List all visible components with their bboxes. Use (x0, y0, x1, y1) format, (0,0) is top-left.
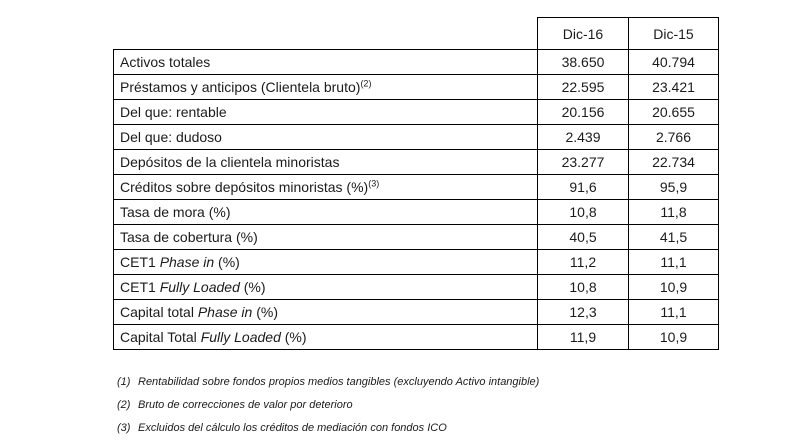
footnotes: (1) Rentabilidad sobre fondos propios me… (117, 376, 539, 442)
row-label: Créditos sobre depósitos minoristas (%)(… (113, 174, 538, 200)
row-label: Activos totales (113, 49, 538, 75)
table-row: Capital total Phase in (%) 12,3 11,1 (113, 299, 719, 325)
row-label: CET1 Phase in (%) (113, 249, 538, 275)
table-row: CET1 Phase in (%) 11,2 11,1 (113, 249, 719, 275)
value-dic16: 11,9 (537, 324, 629, 350)
table-row: CET1 Fully Loaded (%) 10,8 10,9 (113, 274, 719, 300)
label-pre: Del que: rentable (120, 104, 227, 120)
table-body: Activos totales 38.650 40.794 Préstamos y a… (113, 49, 719, 350)
value-dic15: 10,9 (628, 274, 719, 300)
footnote-text: Rentabilidad sobre fondos propios medios… (138, 376, 540, 388)
footnote-reference: (2) (360, 78, 372, 89)
footnote-text: Bruto de correcciones de valor por deter… (138, 399, 353, 411)
footnote-number: (2) (117, 399, 131, 411)
label-post: (%) (280, 329, 307, 345)
value-dic16: 38.650 (537, 49, 629, 75)
label-pre: CET1 (120, 279, 160, 295)
table-row: Créditos sobre depósitos minoristas (%)(… (113, 174, 719, 200)
value-dic15: 40.794 (628, 49, 719, 75)
header-row: Dic-16 Dic-15 (114, 17, 719, 50)
value-dic15: 11,1 (628, 249, 719, 275)
table-row: Préstamos y anticipos (Clientela bruto)(… (113, 74, 719, 100)
label-italic: Phase in (197, 304, 253, 320)
footnote-number: (3) (117, 422, 131, 434)
label-pre: Capital total (120, 304, 198, 320)
value-dic16: 10,8 (537, 199, 629, 225)
value-dic15: 22.734 (628, 149, 719, 175)
label-italic: Fully Loaded (159, 279, 240, 295)
value-dic15: 20.655 (628, 99, 719, 125)
label-italic: Fully Loaded (200, 329, 281, 345)
row-label: Tasa de cobertura (%) (113, 224, 538, 250)
label-pre: Tasa de mora (%) (120, 204, 231, 220)
value-dic16: 40,5 (537, 224, 629, 250)
value-dic16: 20.156 (537, 99, 629, 125)
column-header-dic15: Dic-15 (628, 17, 719, 50)
footnote-1: (1) Rentabilidad sobre fondos propios me… (117, 376, 539, 399)
table-row: Capital Total Fully Loaded (%) 11,9 10,9 (113, 324, 719, 350)
table-row: Depósitos de la clientela minoristas 23.2… (113, 149, 719, 175)
value-dic15: 23.421 (628, 74, 719, 100)
footnote-2: (2) Bruto de correcciones de valor por d… (117, 399, 539, 422)
header-spacer-cell (114, 18, 538, 50)
label-pre: Del que: dudoso (120, 129, 222, 145)
table-row: Del que: dudoso 2.439 2.766 (113, 124, 719, 150)
value-dic16: 23.277 (537, 149, 629, 175)
label-post: (%) (252, 304, 278, 320)
table-row: Del que: rentable 20.156 20.655 (113, 99, 719, 125)
row-label: Tasa de mora (%) (113, 199, 538, 225)
label-pre: Tasa de cobertura (%) (120, 229, 258, 245)
value-dic15: 2.766 (628, 124, 719, 150)
value-dic16: 2.439 (537, 124, 629, 150)
financial-summary-table: Dic-16 Dic-15 Activos totales 38.650 40.79… (113, 17, 719, 350)
label-pre: Depósitos de la clientela minoristas (120, 154, 340, 170)
column-header-dic16: Dic-16 (537, 17, 629, 50)
row-label: Del que: dudoso (113, 124, 538, 150)
value-dic15: 95,9 (628, 174, 719, 200)
value-dic15: 41,5 (628, 224, 719, 250)
footnote-3: (3) Excluidos del cálculo los créditos d… (117, 422, 539, 442)
label-post: (%) (239, 279, 266, 295)
value-dic16: 10,8 (537, 274, 629, 300)
table-row: Activos totales 38.650 40.794 (113, 49, 719, 75)
label-pre: CET1 (120, 254, 160, 270)
row-label: CET1 Fully Loaded (%) (113, 274, 538, 300)
row-label: Depósitos de la clientela minoristas (113, 149, 538, 175)
label-pre: Capital Total (120, 329, 201, 345)
footnote-number: (1) (117, 376, 131, 388)
label-pre: Créditos sobre depósitos minoristas (%) (120, 179, 369, 195)
label-pre: Préstamos y anticipos (Clientela bruto) (120, 79, 361, 95)
table-row: Tasa de cobertura (%) 40,5 41,5 (113, 224, 719, 250)
row-label: Capital Total Fully Loaded (%) (113, 324, 538, 350)
footnote-reference: (3) (368, 178, 380, 189)
value-dic15: 11,8 (628, 199, 719, 225)
value-dic15: 11,1 (628, 299, 719, 325)
value-dic16: 91,6 (537, 174, 629, 200)
label-italic: Phase in (159, 254, 215, 270)
row-label: Capital total Phase in (%) (113, 299, 538, 325)
row-label: Préstamos y anticipos (Clientela bruto)(… (113, 74, 538, 100)
label-pre: Activos totales (120, 54, 211, 70)
value-dic16: 22.595 (537, 74, 629, 100)
footnote-text: Excluidos del cálculo los créditos de me… (138, 422, 447, 434)
label-post: (%) (214, 254, 240, 270)
table-row: Tasa de mora (%) 10,8 11,8 (113, 199, 719, 225)
row-label: Del que: rentable (113, 99, 538, 125)
value-dic16: 11,2 (537, 249, 629, 275)
value-dic15: 10,9 (628, 324, 719, 350)
value-dic16: 12,3 (537, 299, 629, 325)
